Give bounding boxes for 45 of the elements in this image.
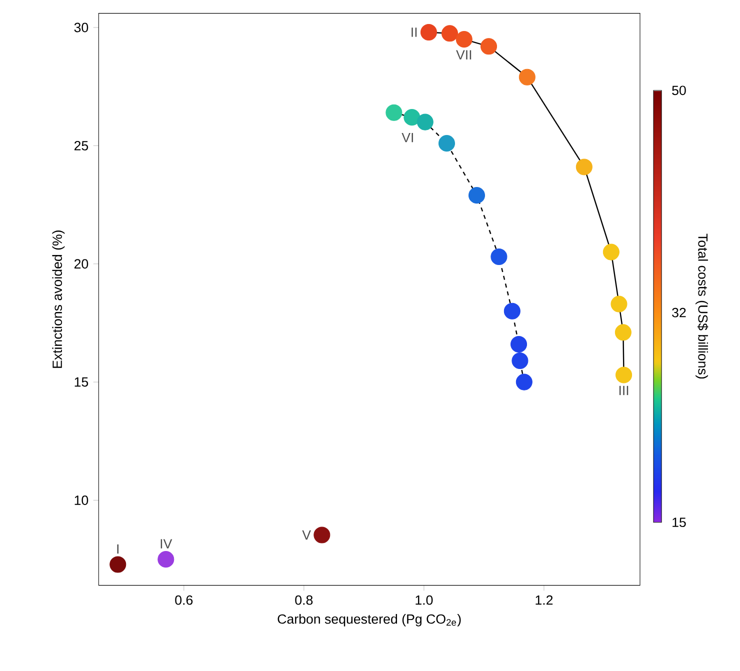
point: [504, 303, 520, 320]
annotation: V: [302, 530, 311, 540]
color-bar-label: 32: [672, 308, 686, 318]
point: [616, 366, 632, 384]
color-bar-title: Total costs (US$ billions): [696, 234, 708, 379]
point: [416, 114, 434, 130]
point: [420, 24, 438, 41]
point: [456, 31, 472, 48]
color-bar-label: 50: [672, 86, 686, 96]
x-tick-label: 0.6: [175, 596, 193, 605]
point: [518, 69, 536, 86]
x-tick-label: 1.2: [536, 596, 553, 605]
point: [386, 104, 402, 122]
point: [441, 25, 458, 42]
point: [468, 187, 486, 204]
point: [576, 158, 592, 176]
point: [614, 324, 632, 341]
point: [510, 336, 528, 353]
y-tick-label: 10: [74, 496, 88, 506]
point: [438, 135, 456, 152]
point: [602, 244, 620, 260]
x-tick-label: 0.8: [295, 596, 313, 605]
annotation: VI: [402, 133, 413, 142]
y-axis-title: Extinctions avoided (%): [52, 230, 65, 368]
annotation: III: [619, 386, 628, 396]
point: [314, 526, 330, 544]
y-tick-label: 25: [74, 141, 88, 151]
annotation: VII: [456, 50, 472, 60]
y-tick-label: 20: [74, 259, 88, 269]
x-axis-title: Carbon sequestered (Pg CO$_{2e}$): [278, 614, 461, 627]
annotation: II: [412, 28, 417, 37]
x-tick-label: 1.0: [416, 596, 433, 605]
point: [516, 374, 532, 390]
y-tick-label: 15: [74, 378, 88, 387]
point: [404, 109, 420, 126]
point: [512, 352, 528, 370]
annotation: IV: [160, 539, 172, 549]
y-tick-label: 30: [74, 22, 88, 32]
point: [158, 551, 174, 568]
annotation: I: [117, 544, 118, 554]
color-bar-label: 15: [672, 518, 686, 528]
point: [110, 556, 126, 573]
point: [480, 38, 498, 55]
point: [610, 296, 628, 312]
point: [490, 248, 508, 266]
